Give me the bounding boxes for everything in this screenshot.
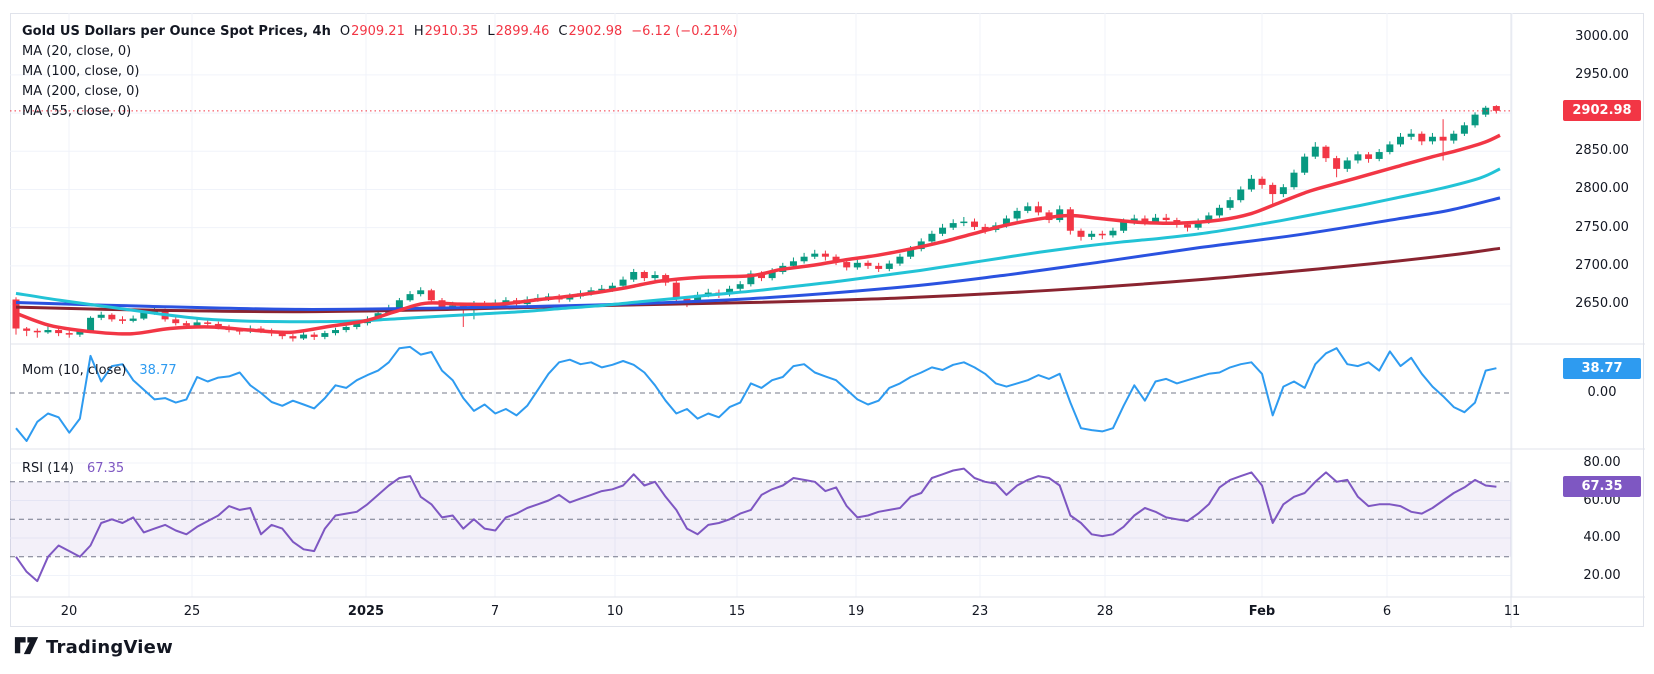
- momentum-label: Mom (10, close): [22, 363, 127, 378]
- time-axis-label: 6: [1382, 604, 1392, 619]
- open-label: O: [339, 24, 351, 39]
- ma200-legend-row[interactable]: MA (200, close, 0): [22, 84, 139, 99]
- time-axis-label: 19: [847, 604, 865, 619]
- price-axis-label: 3000.00: [1575, 28, 1629, 44]
- ma200-label: MA (200, close, 0): [22, 84, 140, 99]
- price-axis-label: 2700.00: [1575, 257, 1629, 273]
- time-axis-label: 10: [606, 604, 624, 619]
- open-value: 2909.21: [351, 24, 405, 39]
- ma100-label: MA (100, close, 0): [22, 64, 140, 79]
- momentum-value: 38.77: [139, 363, 177, 378]
- momentum-axis-label: 0.00: [1587, 385, 1617, 400]
- time-axis-label: 20: [60, 604, 78, 619]
- change-value: −6.12 (−0.21%): [631, 24, 738, 39]
- price-axis-label: 2800.00: [1575, 181, 1629, 197]
- symbol-legend-row[interactable]: Gold US Dollars per Ounce Spot Prices, 4…: [22, 24, 738, 39]
- close-label: C: [558, 24, 568, 39]
- rsi-axis-label: 40.00: [1583, 530, 1621, 545]
- time-axis-label: 15: [728, 604, 746, 619]
- ma55-legend-row[interactable]: MA (55, close, 0): [22, 104, 131, 119]
- tradingview-logo-icon: [14, 637, 39, 655]
- time-axis-label: Feb: [1248, 604, 1276, 619]
- ma55-label: MA (55, close, 0): [22, 104, 132, 119]
- low-label: L: [487, 24, 495, 39]
- rsi-value: 67.35: [86, 461, 125, 476]
- time-axis-label: 2025: [347, 604, 385, 619]
- symbol-title: Gold US Dollars per Ounce Spot Prices, 4…: [22, 24, 331, 39]
- time-axis-label: 23: [971, 604, 989, 619]
- rsi-axis-label: 20.00: [1583, 567, 1621, 583]
- rsi-value-badge: 67.35: [1563, 476, 1641, 498]
- high-value: 2910.35: [424, 24, 479, 39]
- close-value: 2902.98: [568, 24, 623, 39]
- price-axis-label: 2750.00: [1575, 219, 1629, 235]
- tradingview-logo-text: TradingView: [46, 636, 173, 658]
- time-axis-label: 25: [183, 604, 201, 619]
- momentum-value-badge: 38.77: [1563, 357, 1641, 379]
- price-axis-label: 2850.00: [1575, 143, 1629, 159]
- price-axis-label: 2650.00: [1575, 296, 1629, 312]
- ma20-legend-row[interactable]: MA (20, close, 0): [22, 44, 131, 59]
- chart-frame: [10, 13, 1644, 627]
- time-axis-label: 11: [1503, 604, 1521, 619]
- rsi-legend-row[interactable]: RSI (14) 67.35: [22, 461, 124, 476]
- last-price-badge: 2902.98: [1563, 100, 1641, 122]
- high-label: H: [413, 24, 424, 39]
- low-value: 2899.46: [495, 24, 550, 39]
- ma100-legend-row[interactable]: MA (100, close, 0): [22, 64, 139, 79]
- price-axis-label: 2950.00: [1575, 66, 1629, 82]
- time-axis-label: 28: [1096, 604, 1114, 619]
- rsi-axis-label: 80.00: [1583, 455, 1621, 470]
- rsi-label: RSI (14): [22, 461, 74, 476]
- ma20-label: MA (20, close, 0): [22, 44, 132, 59]
- time-axis-label: 7: [490, 604, 500, 619]
- momentum-legend-row[interactable]: Mom (10, close) 38.77: [22, 363, 177, 378]
- tradingview-logo[interactable]: TradingView: [14, 636, 173, 658]
